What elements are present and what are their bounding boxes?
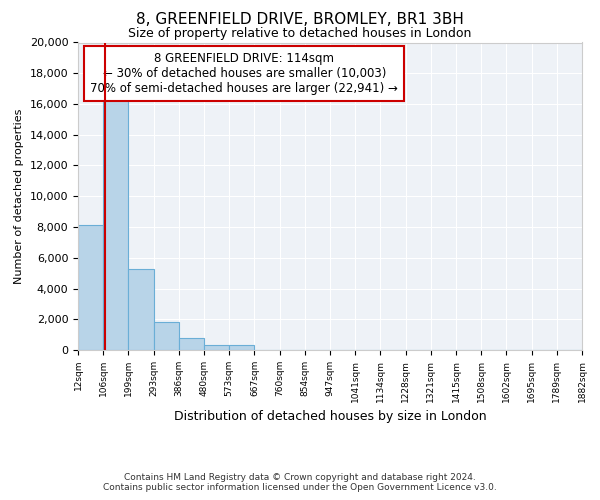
Bar — [179, 338, 204, 350]
Y-axis label: Number of detached properties: Number of detached properties — [14, 108, 24, 284]
Bar — [128, 268, 154, 350]
Text: Size of property relative to detached houses in London: Size of property relative to detached ho… — [128, 28, 472, 40]
Text: Contains HM Land Registry data © Crown copyright and database right 2024.
Contai: Contains HM Land Registry data © Crown c… — [103, 473, 497, 492]
Text: 8, GREENFIELD DRIVE, BROMLEY, BR1 3BH: 8, GREENFIELD DRIVE, BROMLEY, BR1 3BH — [136, 12, 464, 28]
Bar — [78, 226, 103, 350]
Text: 8 GREENFIELD DRIVE: 114sqm
← 30% of detached houses are smaller (10,003)
70% of : 8 GREENFIELD DRIVE: 114sqm ← 30% of deta… — [91, 52, 398, 94]
Bar — [229, 346, 254, 350]
Bar — [204, 346, 229, 350]
X-axis label: Distribution of detached houses by size in London: Distribution of detached houses by size … — [173, 410, 487, 423]
Bar — [154, 322, 179, 350]
Bar — [103, 95, 128, 350]
